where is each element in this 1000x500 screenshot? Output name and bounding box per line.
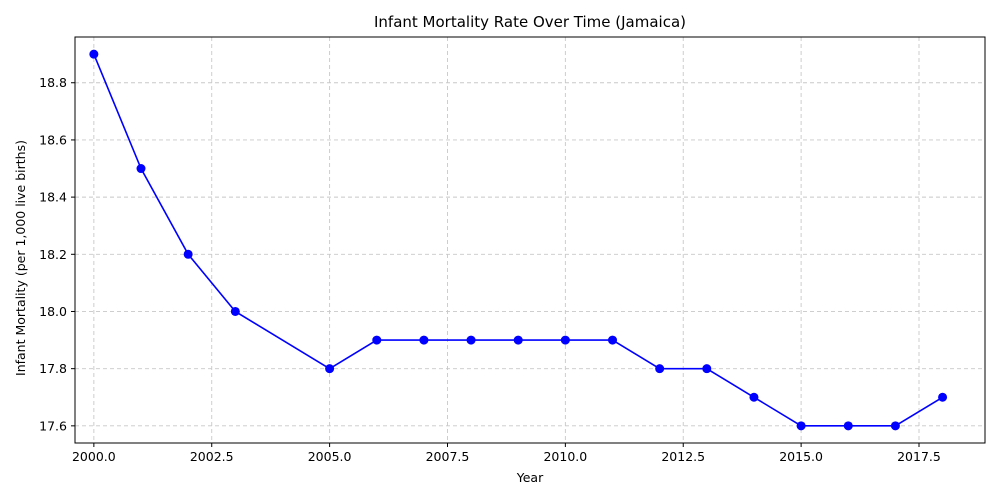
data-point [608,335,618,345]
y-tick-label: 18.0 [39,304,67,319]
grid [75,37,985,443]
data-point [466,335,476,345]
y-tick-label: 18.2 [39,247,67,262]
data-point [419,335,429,345]
data-point [89,49,99,59]
data-point [702,364,712,374]
x-tick-label: 2007.5 [426,449,470,464]
y-tick-label: 18.6 [39,132,67,147]
series-line [93,53,943,427]
data-point [183,249,193,259]
y-tick-label: 17.8 [39,361,67,376]
chart-title: Infant Mortality Rate Over Time (Jamaica… [374,13,686,31]
data-point [136,164,146,174]
y-tick-label: 18.8 [39,75,67,90]
x-tick-label: 2000.0 [72,449,116,464]
x-axis-title: Year [516,470,544,485]
y-axis: 17.6 17.8 18.0 18.2 18.4 18.6 18.8 [39,75,75,433]
x-tick-label: 2010.0 [543,449,587,464]
x-tick-label: 2017.5 [897,449,941,464]
data-point [749,392,759,402]
x-tick-label: 2005.0 [308,449,352,464]
data-point [843,421,853,431]
data-point [230,306,240,316]
data-point [655,364,665,374]
data-point-layer [89,49,948,431]
y-tick-label: 17.6 [39,418,67,433]
series-line-layer [93,53,943,427]
axes-frame [74,36,986,444]
data-point [796,421,806,431]
data-point [513,335,523,345]
y-axis-title: Infant Mortality (per 1,000 live births) [13,140,28,376]
y-tick-label: 18.4 [39,190,67,205]
data-point [325,364,335,374]
x-axis: 2000.0 2002.5 2005.0 2007.5 2010.0 2012.5 2015… [72,443,941,464]
data-point [560,335,570,345]
x-tick-label: 2012.5 [661,449,705,464]
data-point [938,392,948,402]
x-tick-label: 2015.0 [779,449,823,464]
x-tick-label: 2002.5 [190,449,234,464]
data-point [890,421,900,431]
data-point [372,335,382,345]
